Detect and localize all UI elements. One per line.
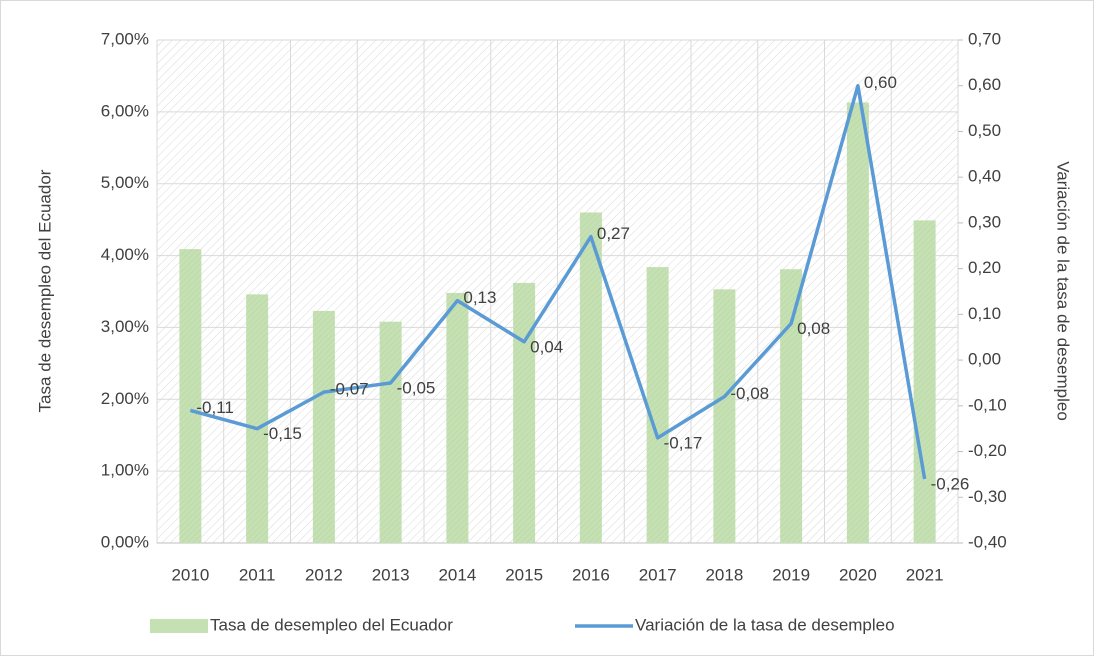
x-tick-label: 2019 xyxy=(772,565,810,584)
data-label: -0,26 xyxy=(931,474,970,493)
y2-tick-label: -0,40 xyxy=(968,532,1007,551)
y-tick-label: 7,00% xyxy=(101,29,149,48)
y-tick-label: 1,00% xyxy=(101,461,149,480)
bar xyxy=(446,292,469,543)
line xyxy=(189,83,927,480)
bar xyxy=(846,102,869,543)
data-label: -0,08 xyxy=(730,384,769,403)
data-label: -0,11 xyxy=(196,398,234,417)
y2-tick-label: 0,00 xyxy=(968,350,1001,369)
x-tick-label: 2014 xyxy=(438,565,476,584)
x-tick-label: 2021 xyxy=(906,565,944,584)
legend-label: Variación de la tasa de desempleo xyxy=(635,615,895,634)
y-tick-label: 5,00% xyxy=(101,173,149,192)
data-label: -0,05 xyxy=(397,378,436,397)
y2-tick-label: -0,10 xyxy=(968,395,1007,414)
data-label: 0,13 xyxy=(463,288,496,307)
x-tick-label: 2011 xyxy=(239,565,276,584)
bar xyxy=(913,220,936,543)
y2-tick-label: 0,50 xyxy=(968,121,1001,140)
y-axis-title: Tasa de desempleo del Ecuador xyxy=(35,169,54,412)
bar xyxy=(579,212,602,543)
bar xyxy=(713,289,736,543)
y2-tick-label: 0,10 xyxy=(968,304,1001,323)
y2-tick-label: 0,20 xyxy=(968,258,1001,277)
y-tick-label: 3,00% xyxy=(101,317,149,336)
y-tick-label: 4,00% xyxy=(101,245,149,264)
legend-label: Tasa de desempleo del Ecuador xyxy=(210,615,453,634)
data-label: -0,07 xyxy=(330,380,369,399)
x-tick-label: 2010 xyxy=(171,565,209,584)
y2-tick-label: 0,40 xyxy=(968,167,1001,186)
data-label: 0,08 xyxy=(797,319,830,338)
bar xyxy=(646,267,669,543)
data-label: 0,04 xyxy=(530,337,563,356)
bar xyxy=(312,310,335,543)
data-label: -0,17 xyxy=(664,433,703,452)
y2-tick-label: -0,20 xyxy=(968,441,1007,460)
data-label: 0,60 xyxy=(864,73,897,92)
data-label: 0,27 xyxy=(597,224,630,243)
y-tick-label: 0,00% xyxy=(101,532,149,551)
y2-tick-label: 0,60 xyxy=(968,75,1001,94)
bar xyxy=(780,269,803,543)
data-label: -0,15 xyxy=(263,424,302,443)
bar xyxy=(379,321,402,543)
x-tick-label: 2018 xyxy=(705,565,743,584)
x-tick-label: 2017 xyxy=(639,565,677,584)
x-tick-label: 2012 xyxy=(305,565,343,584)
x-tick-label: 2013 xyxy=(372,565,410,584)
bar xyxy=(179,249,202,543)
x-tick-label: 2016 xyxy=(572,565,610,584)
legend-swatch xyxy=(150,619,208,633)
bar xyxy=(513,282,536,543)
bar xyxy=(246,294,269,543)
y-tick-label: 6,00% xyxy=(101,101,149,120)
x-tick-label: 2015 xyxy=(505,565,543,584)
y2-axis-title: Variación de la tasa de desempleo xyxy=(1054,161,1073,421)
y2-tick-label: 0,70 xyxy=(968,29,1001,48)
x-tick-label: 2020 xyxy=(839,565,877,584)
y2-tick-label: -0,30 xyxy=(968,487,1007,506)
y-tick-label: 2,00% xyxy=(101,389,149,408)
y2-tick-label: 0,30 xyxy=(968,212,1001,231)
